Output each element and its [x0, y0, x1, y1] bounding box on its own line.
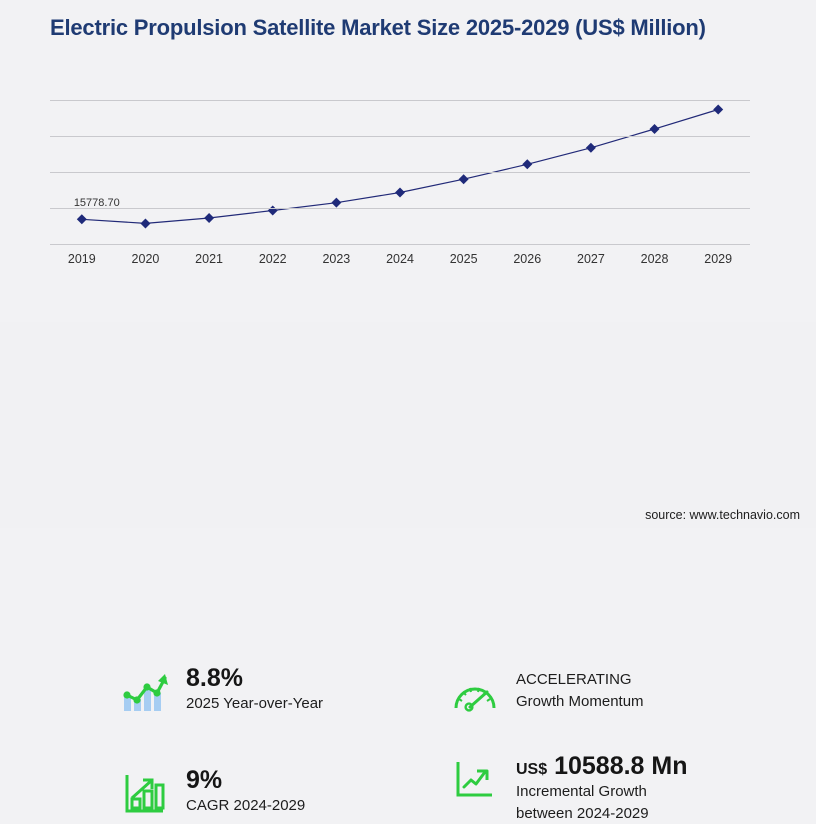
x-tick-label: 2020: [131, 252, 160, 266]
gridline: [50, 172, 750, 174]
stat-value: US$ 10588.8 Mn: [516, 752, 688, 780]
x-tick-label: 2028: [640, 252, 669, 266]
stat-value: 9%: [186, 766, 223, 794]
x-tick-label: 2021: [195, 252, 223, 266]
x-tick-label: 2024: [386, 252, 414, 266]
data-point-marker[interactable]: [522, 159, 533, 170]
stat-text: ACCELERATING Growth Momentum: [516, 668, 644, 712]
line-series-svg: [76, 104, 724, 229]
stat-card-yoy: 8.8% 2025 Year-over-Year: [118, 664, 323, 718]
infographic-root: Electric Propulsion Satellite Market Siz…: [0, 15, 816, 822]
x-tick-label: 2029: [704, 252, 733, 266]
stat-caption-secondary: Growth Momentum: [516, 692, 644, 710]
page-title: Electric Propulsion Satellite Market Siz…: [50, 15, 706, 40]
x-tick-label: 2026: [513, 252, 542, 266]
stat-card-incremental: US$ 10588.8 Mn Incremental Growth betwee…: [448, 752, 688, 824]
data-point-marker[interactable]: [76, 214, 87, 225]
gridline: [50, 136, 750, 138]
data-point-marker[interactable]: [649, 124, 660, 134]
stat-unit: US$: [516, 761, 548, 778]
stat-card-cagr: 9% CAGR 2024-2029: [118, 766, 305, 820]
x-tick-label: 2025: [449, 252, 478, 266]
gridline: [50, 208, 750, 210]
x-tick-label: 2022: [258, 252, 287, 266]
chart-plot-area: 15778.70: [50, 100, 750, 246]
data-point-marker[interactable]: [140, 218, 151, 229]
data-point-marker[interactable]: [713, 104, 724, 115]
data-point-label: 15778.70: [73, 197, 120, 210]
stat-text: US$ 10588.8 Mn Incremental Growth betwee…: [516, 752, 688, 824]
trend-arrow-icon: [448, 752, 502, 806]
speedometer-icon: [448, 668, 502, 722]
source-footer: source: www.technavio.com: [645, 508, 800, 522]
stat-caption: 2025 Year-over-Year: [186, 695, 324, 712]
stat-caption-primary: Incremental Growth: [516, 783, 647, 800]
stat-caption: CAGR 2024-2029: [186, 797, 306, 814]
bar-chart-arrow-icon: [118, 766, 172, 820]
stat-text: 8.8% 2025 Year-over-Year: [186, 664, 323, 714]
data-point-marker[interactable]: [267, 205, 278, 216]
stat-card-momentum: ACCELERATING Growth Momentum: [448, 668, 644, 722]
stat-text: 9% CAGR 2024-2029: [186, 766, 305, 816]
stats-panel: 8.8% 2025 Year-over-Year ACC: [0, 322, 816, 822]
stat-caption-secondary: between 2024-2029: [516, 804, 649, 822]
stat-value: 8.8%: [186, 664, 243, 692]
x-axis-line: [50, 244, 750, 246]
data-point-marker[interactable]: [458, 174, 469, 185]
stat-amount: 10588.8 Mn: [554, 752, 688, 780]
x-tick-label: 2023: [322, 252, 351, 266]
data-point-marker[interactable]: [204, 212, 215, 223]
x-tick-label: 2027: [577, 252, 605, 266]
data-point-marker[interactable]: [395, 187, 405, 198]
stat-caption-primary: ACCELERATING: [516, 671, 632, 688]
gridline: [50, 100, 750, 101]
x-axis-tick-labels: 2019 2020 2021 2022 2023 2024 2025 2026 2027 2028…: [50, 252, 750, 274]
series-line: [81, 108, 719, 225]
x-tick-label: 2019: [67, 252, 96, 266]
chart-container: 15778.70 2019 2020 2021 2022 2023 2024 2025 202…: [0, 92, 816, 292]
data-point-marker[interactable]: [585, 142, 596, 153]
growth-bars-line-icon: [118, 664, 172, 718]
data-point-marker[interactable]: [331, 197, 342, 208]
